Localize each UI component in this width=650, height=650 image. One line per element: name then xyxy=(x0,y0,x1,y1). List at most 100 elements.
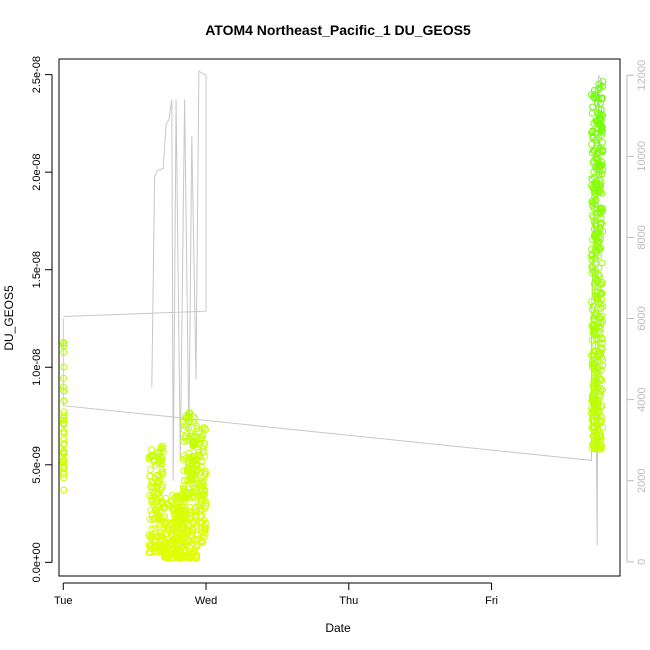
data-point xyxy=(158,465,166,473)
data-point xyxy=(191,475,199,483)
data-point xyxy=(595,264,603,272)
data-point xyxy=(148,525,156,533)
data-point xyxy=(60,419,68,427)
data-point xyxy=(157,529,165,537)
data-point xyxy=(591,283,599,291)
data-point xyxy=(591,324,599,332)
data-point xyxy=(181,454,189,462)
data-point xyxy=(188,489,196,497)
y-right-tick-label: 6000 xyxy=(636,306,648,330)
data-point xyxy=(593,230,601,238)
data-point xyxy=(186,547,194,555)
data-point xyxy=(60,458,68,465)
data-point xyxy=(588,298,595,306)
data-point xyxy=(148,446,156,454)
data-point xyxy=(60,397,68,405)
data-point xyxy=(183,465,191,473)
data-point xyxy=(146,472,154,480)
data-point xyxy=(189,432,197,440)
data-point xyxy=(162,530,170,538)
data-point xyxy=(593,430,601,438)
data-point xyxy=(588,263,596,270)
data-point xyxy=(194,499,202,507)
data-point xyxy=(60,429,68,437)
data-point xyxy=(60,412,68,420)
x-tick-label: Wed xyxy=(195,595,217,607)
data-point xyxy=(592,129,599,137)
y-right-tick-label: 12000 xyxy=(636,60,648,91)
data-point xyxy=(161,519,168,527)
data-point xyxy=(180,484,188,492)
data-point xyxy=(595,322,603,330)
data-point xyxy=(598,402,606,410)
data-point xyxy=(198,434,206,441)
data-point xyxy=(598,124,606,132)
data-point xyxy=(60,408,68,416)
data-point xyxy=(164,526,172,534)
data-point xyxy=(592,431,600,439)
data-point xyxy=(591,254,599,262)
data-point xyxy=(169,501,177,509)
data-point xyxy=(180,533,187,541)
data-point xyxy=(180,538,188,546)
data-point xyxy=(176,539,184,547)
data-point xyxy=(590,377,598,385)
data-point xyxy=(185,538,193,546)
data-point xyxy=(591,220,599,228)
data-point xyxy=(594,95,602,102)
data-point xyxy=(197,524,205,532)
x-axis-label: Date xyxy=(325,621,351,635)
data-point xyxy=(594,188,602,195)
data-point xyxy=(588,336,596,344)
data-point xyxy=(201,470,209,478)
data-point xyxy=(595,396,603,404)
data-point xyxy=(60,462,68,470)
data-point xyxy=(596,437,604,445)
data-point xyxy=(597,95,605,103)
data-point xyxy=(60,486,68,494)
data-point xyxy=(188,526,196,534)
data-point xyxy=(183,437,190,445)
data-point xyxy=(60,441,67,448)
data-point xyxy=(589,392,597,400)
data-point xyxy=(597,432,605,440)
data-point xyxy=(153,478,161,486)
data-point xyxy=(598,219,606,227)
y-right-tick-label: 2000 xyxy=(636,468,648,492)
data-point xyxy=(151,525,159,533)
data-point xyxy=(180,476,188,484)
data-point xyxy=(60,387,68,395)
y-left-tick-label: 1.5e-08 xyxy=(31,251,43,288)
data-point xyxy=(597,288,605,296)
data-point xyxy=(194,492,202,500)
data-point xyxy=(591,362,599,370)
data-point xyxy=(590,213,598,221)
data-point xyxy=(60,374,67,382)
y-right-tick-label: 10000 xyxy=(636,141,648,172)
data-point xyxy=(151,507,159,514)
data-point xyxy=(189,442,197,450)
data-point xyxy=(155,455,163,463)
data-point xyxy=(588,409,595,417)
data-point xyxy=(590,94,598,102)
x-tick-label: Thu xyxy=(339,595,358,607)
data-point xyxy=(597,158,605,165)
data-point xyxy=(591,232,599,240)
data-point xyxy=(599,339,606,347)
data-point xyxy=(595,116,603,124)
data-point xyxy=(162,520,169,528)
data-point xyxy=(598,376,606,384)
data-point xyxy=(597,235,605,243)
secondary-line xyxy=(62,74,604,546)
data-point xyxy=(60,465,68,473)
x-tick-label: Fri xyxy=(485,595,498,607)
data-point xyxy=(591,370,599,378)
data-point xyxy=(201,497,209,505)
data-point xyxy=(596,281,604,289)
data-point xyxy=(588,140,596,148)
data-point xyxy=(150,483,158,491)
data-point xyxy=(184,490,192,498)
data-point xyxy=(591,185,599,193)
data-point xyxy=(596,111,603,119)
data-point xyxy=(161,512,168,520)
